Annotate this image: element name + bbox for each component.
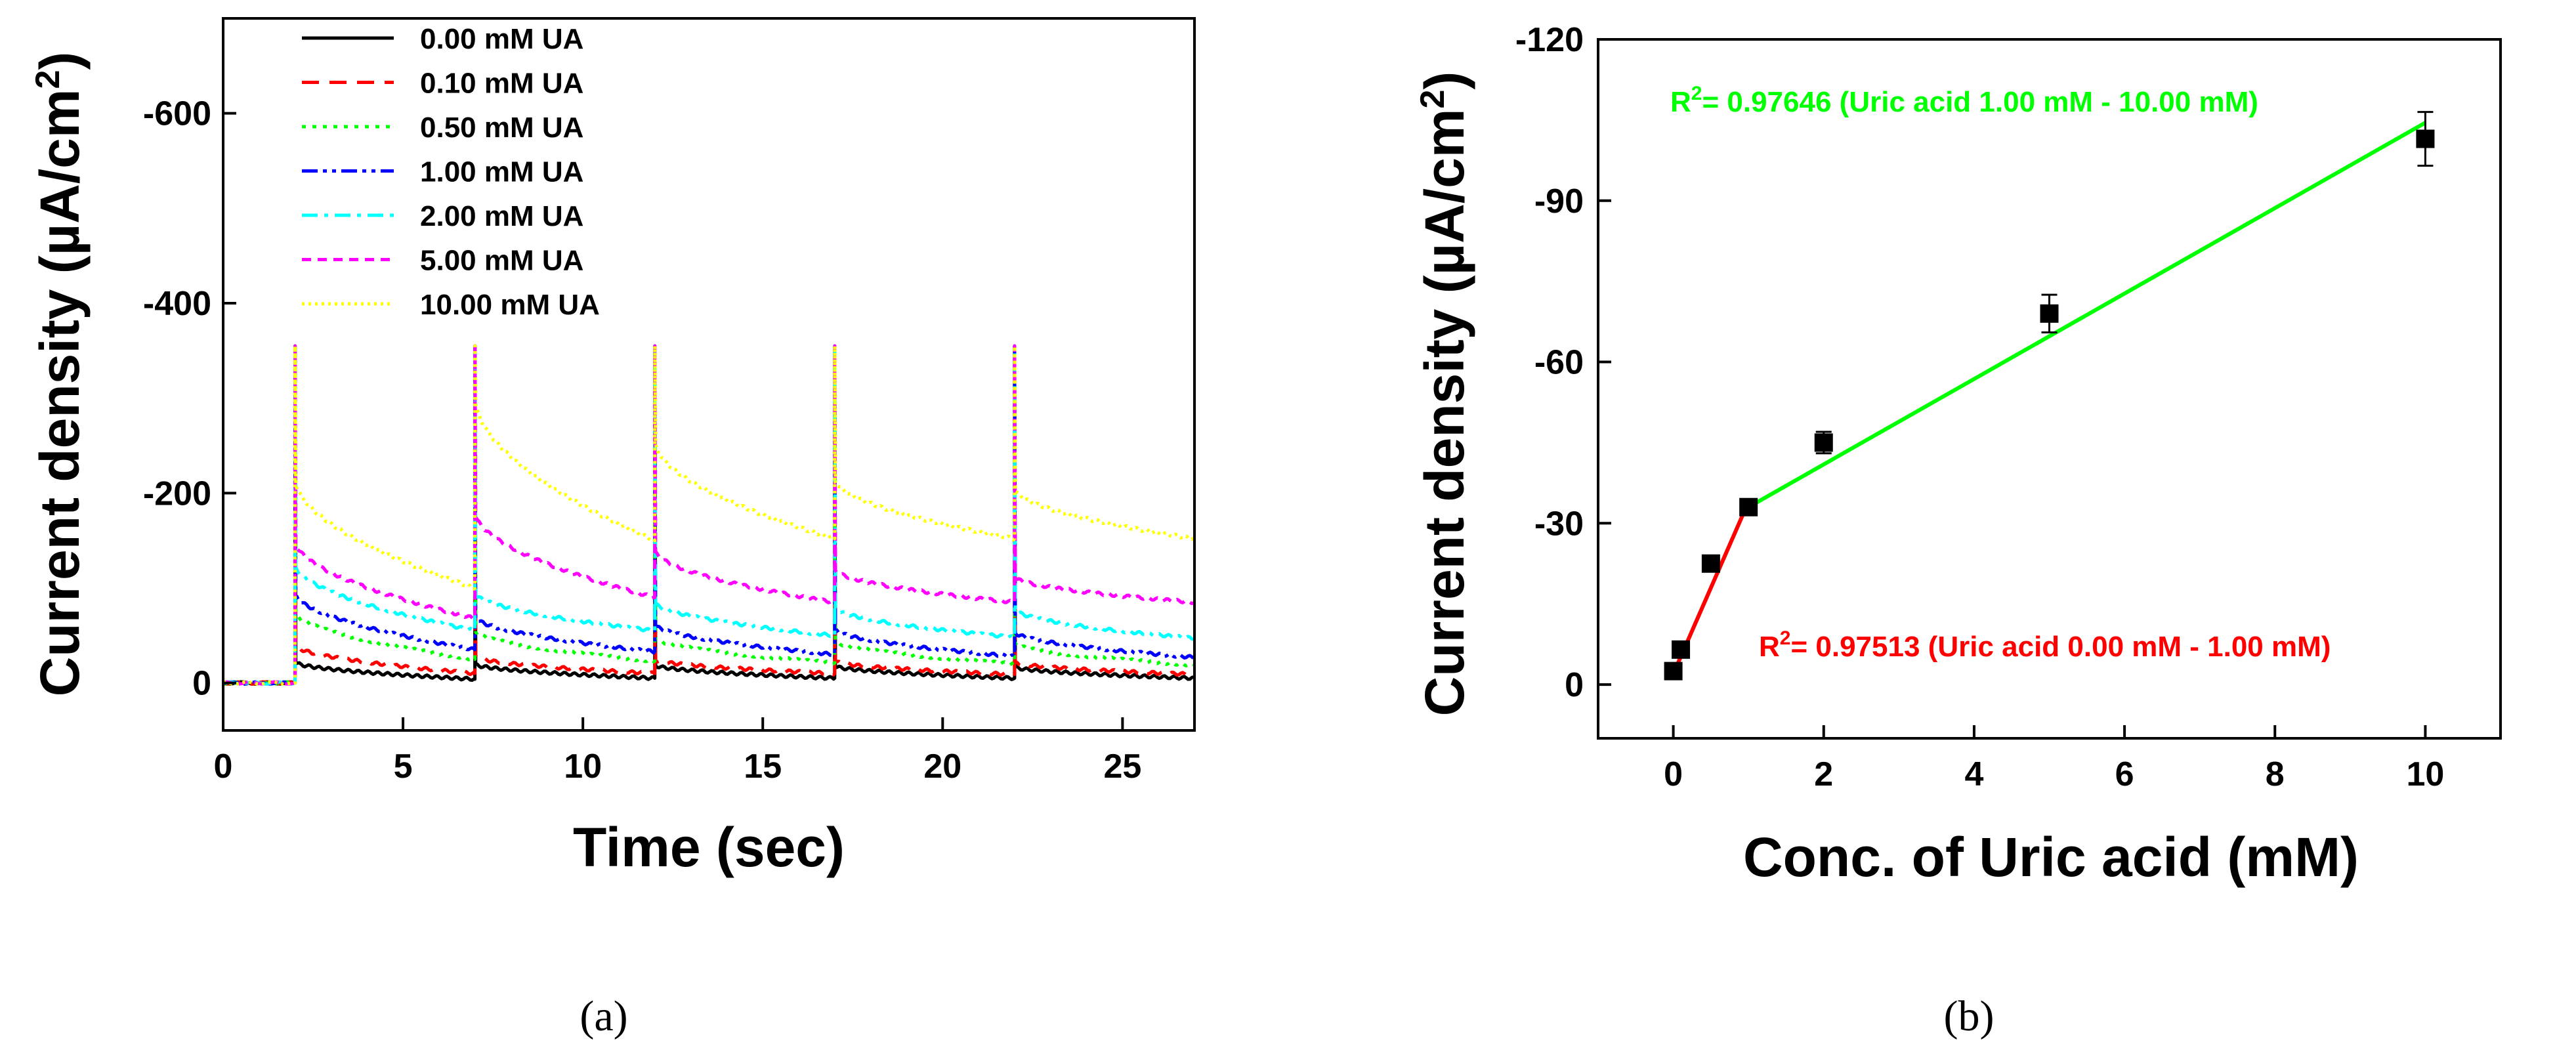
panel-b-plot-area: [1664, 111, 2435, 681]
panel-b-ytick-label: -30: [1534, 505, 1584, 543]
panel-a-legend-label: 5.00 mM UA: [420, 245, 583, 277]
panel-b-annotation-high: R2= 0.97646 (Uric acid 1.00 mM - 10.00 m…: [1670, 83, 2258, 118]
panel-a-legend-label: 10.00 mM UA: [420, 289, 600, 321]
panel-b-data-point: [1672, 640, 1691, 659]
panel-a-series-line: [222, 344, 1194, 686]
panel-b-annotation-low: R2= 0.97513 (Uric acid 0.00 mM - 1.00 mM…: [1759, 627, 2331, 663]
panel-b-ylabel-main: Current density (µA/cm: [1414, 109, 1475, 717]
panel-b-xtick-label: 2: [1814, 755, 1833, 793]
panel-a-series-line: [222, 344, 1194, 686]
panel-b-xlabel: Conc. of Uric acid (mM): [1743, 826, 2359, 888]
panel-b-ylabel-end: ): [1414, 72, 1475, 90]
panel-a-legend-label: 0.50 mM UA: [420, 112, 583, 144]
panel-b-ylabel-sup: 2: [1414, 90, 1452, 109]
panel-b-data-point: [1814, 433, 1833, 452]
panel-b-xtick-label: 0: [1664, 755, 1683, 793]
panel-b-label: (b): [1944, 992, 1995, 1040]
panel-a-xtick-label: 0: [214, 747, 233, 786]
panel-b-ytick-label: 0: [1565, 666, 1584, 704]
panel-b-xtick-label: 4: [1964, 755, 1983, 793]
panel-b-data-point: [2040, 304, 2059, 323]
panel-a-series-line: [222, 344, 1195, 686]
panel-a-legend-label: 0.00 mM UA: [420, 23, 583, 55]
panel-b-chart: 0 2 4 6 8 100-30-60-90-120 R2= 0.97646 (Uric …: [1414, 21, 2502, 1040]
panel-a-legend-label: 2.00 mM UA: [420, 200, 583, 232]
panel-a-label: (a): [580, 992, 627, 1040]
panel-a-ytick-label: -200: [143, 474, 211, 513]
panel-a-series-line: [222, 344, 1194, 686]
panel-b-data-point: [1664, 662, 1683, 681]
panel-b-xtick-label: 8: [2266, 755, 2285, 793]
panel-b-xtick-label: 10: [2406, 755, 2444, 793]
panel-b-ytick-label: -120: [1515, 21, 1584, 59]
panel-a-xtick-label: 20: [923, 747, 961, 786]
panel-b-data-point: [2416, 129, 2435, 148]
panel-b-ticks: 0 2 4 6 8 10 0 -30 -60 -90 -120: [1515, 21, 2444, 793]
panel-a-series-line: [222, 344, 1194, 686]
panel-a-series-line: [222, 344, 1194, 686]
panel-a-ytick-label: 0: [192, 665, 211, 703]
panel-b-annotation-high-sup: 2: [1691, 83, 1702, 104]
panel-b-ytick-label: -60: [1534, 344, 1584, 382]
panel-a-plot-area: [222, 344, 1195, 686]
panel-a-xtick-label: 25: [1103, 747, 1141, 786]
panel-a-series-line: [223, 344, 1194, 686]
panel-b-ytick-label: -90: [1534, 182, 1584, 221]
panel-b-fit-high-line: [1747, 121, 2426, 509]
panel-a-ylabel: Current density (µA/cm2): [29, 52, 91, 697]
panel-a-legend: 0.00 mM UA 0.10 mM UA 0.50 mM UA 1.00 mM UA…: [302, 23, 600, 321]
panel-a-ytick-label: -600: [143, 95, 211, 133]
panel-b-annotation-low-prefix: R: [1759, 631, 1780, 663]
panel-a-legend-label: 1.00 mM UA: [420, 156, 583, 188]
panel-b-ylabel: Current density (µA/cm2): [1414, 72, 1475, 717]
panel-a-xtick-label: 15: [744, 747, 782, 786]
panel-b-annotation-high-text: = 0.97646 (Uric acid 1.00 mM - 10.00 mM): [1702, 86, 2258, 118]
panel-a-ylabel-end: ): [29, 52, 91, 70]
panel-a-legend-label: 0.10 mM UA: [420, 68, 583, 100]
panel-b-axes-frame: [1597, 38, 2502, 740]
panel-a-ylabel-sup: 2: [29, 70, 67, 89]
panel-b-annotation-high-prefix: R: [1670, 86, 1691, 118]
panel-a-xtick-label: 5: [394, 747, 413, 786]
panel-a-xtick-label: 10: [564, 747, 602, 786]
panel-a-chart: 0 5 10 15 20 25 0 -200 -400 -600 Time (sec) Curre…: [29, 17, 1196, 1040]
panel-a-ticks: 0 5 10 15 20 25 0 -200 -400 -600: [143, 95, 1141, 786]
panel-a-ytick-label: -400: [143, 285, 211, 323]
panel-b-xtick-label: 6: [2115, 755, 2134, 793]
panel-b-annotation-low-sup: 2: [1780, 627, 1791, 649]
panel-a-xlabel: Time (sec): [573, 816, 845, 878]
panel-a-ylabel-main: Current density (µA/cm: [29, 89, 91, 697]
panel-b-data-point: [1701, 554, 1720, 573]
panel-a-axes-frame: [222, 17, 1196, 732]
panel-b-annotation-low-text: = 0.97513 (Uric acid 0.00 mM - 1.00 mM): [1790, 631, 2331, 663]
panel-b-data-point: [1739, 497, 1758, 516]
